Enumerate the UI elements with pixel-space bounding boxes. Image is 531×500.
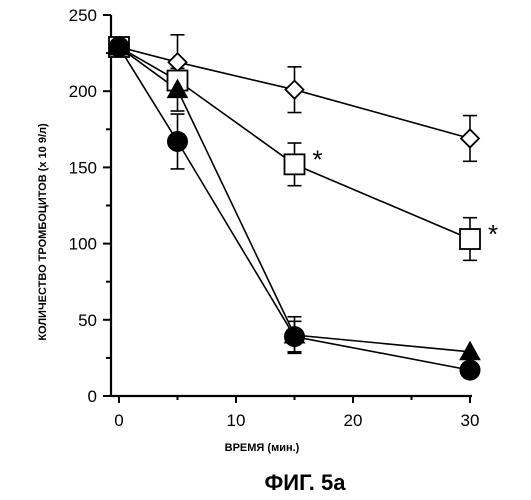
circle-marker <box>285 327 305 347</box>
x-axis-ticks: 0 10 20 30 <box>114 396 479 430</box>
y-tick-label: 200 <box>69 82 97 101</box>
x-axis-title: ВРЕМЯ (мин.) <box>225 442 300 454</box>
significance-asterisk: * <box>488 219 498 249</box>
x-tick-label: 0 <box>114 411 123 430</box>
significance-asterisk: * <box>313 144 323 174</box>
x-tick-label: 20 <box>344 411 363 430</box>
circle-marker <box>168 131 188 151</box>
y-tick-label: 100 <box>69 235 97 254</box>
square-marker <box>460 229 480 249</box>
square-marker <box>285 154 305 174</box>
y-axis-ticks: 0 50 100 150 200 250 <box>69 6 111 406</box>
figure-caption: ФИГ. 5а <box>264 470 346 495</box>
error-bars <box>171 35 478 354</box>
y-tick-label: 50 <box>78 311 97 330</box>
x-tick-label: 30 <box>461 411 480 430</box>
y-axis-title: КОЛИЧЕСТВО ТРОМБОЦИТОВ (x 10 9/л) <box>37 123 49 341</box>
diamond-marker <box>461 129 479 147</box>
circle-marker <box>460 360 480 380</box>
circle-marker <box>109 37 129 57</box>
data-markers <box>109 37 480 380</box>
x-tick-label: 10 <box>227 411 246 430</box>
y-tick-label: 0 <box>88 387 97 406</box>
y-tick-label: 250 <box>69 6 97 25</box>
y-tick-label: 150 <box>69 158 97 177</box>
diamond-marker <box>286 81 304 99</box>
